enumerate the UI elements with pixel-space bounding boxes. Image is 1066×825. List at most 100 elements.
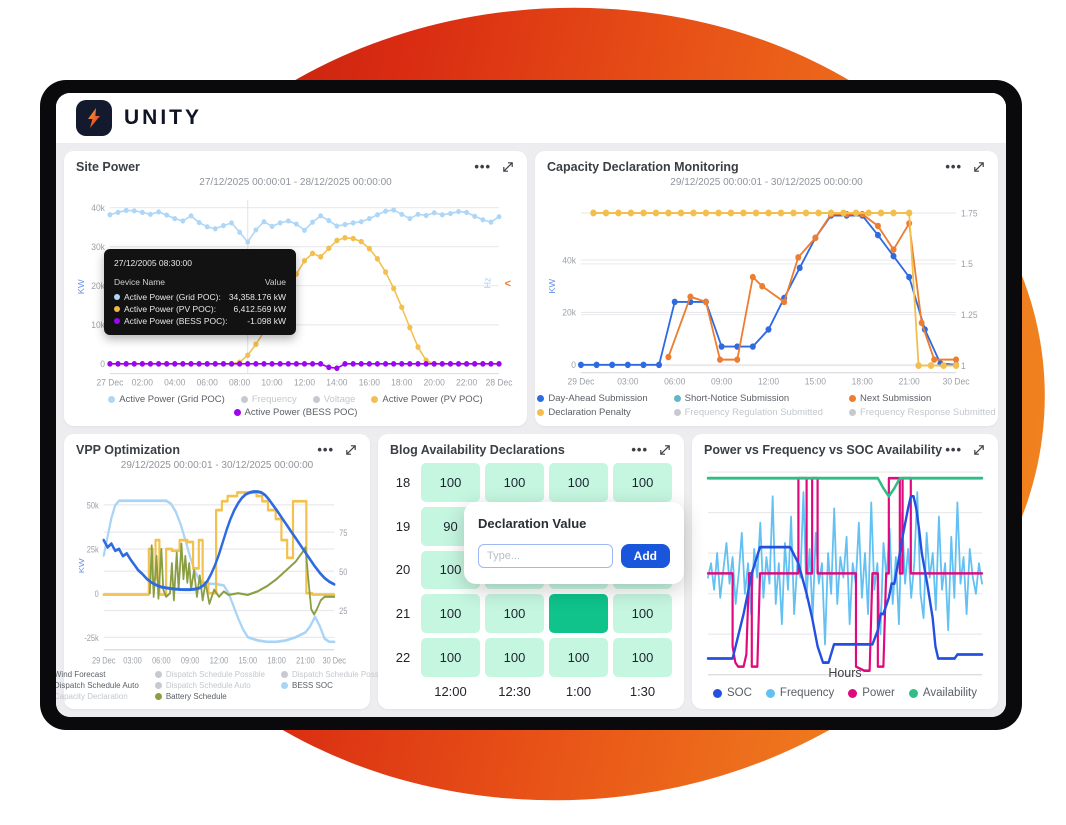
legend-item[interactable]: Active Power (Grid POC) — [108, 394, 225, 405]
panel-menu-icon[interactable]: ••• — [631, 442, 648, 457]
legend-label: Short-Notice Submission — [684, 393, 790, 404]
date-range: 29/12/2025 00:00:01 - 30/12/2025 00:00:0… — [120, 460, 314, 471]
svg-text:09:00: 09:00 — [711, 376, 732, 386]
legend-item[interactable]: Dispatch Schedule Auto — [56, 681, 139, 690]
legend-label: Declaration Penalty — [548, 407, 631, 418]
svg-text:30 Dec: 30 Dec — [943, 376, 970, 386]
declaration-value-input[interactable] — [478, 544, 613, 568]
add-button[interactable]: Add — [620, 544, 670, 568]
panel-menu-icon[interactable]: ••• — [474, 159, 491, 174]
row-label: 18 — [395, 474, 411, 490]
svg-text:50k: 50k — [87, 500, 100, 511]
legend-item[interactable]: Active Power (BESS POC) — [233, 407, 357, 418]
legend-item[interactable]: Wind Forecast — [56, 670, 139, 679]
panel-menu-icon[interactable]: ••• — [945, 442, 962, 457]
declaration-cell[interactable]: 100 — [485, 638, 544, 677]
legend-label: Battery Schedule — [165, 692, 227, 701]
table-corner — [390, 682, 416, 702]
legend-item[interactable]: Battery Schedule — [154, 692, 265, 701]
svg-text:12:00: 12:00 — [210, 654, 229, 665]
panel-capacity-monitoring: Capacity Declaration Monitoring ••• 29/1… — [535, 151, 998, 426]
legend-marker-icon — [280, 671, 288, 678]
legend-item[interactable]: Voltage — [312, 394, 356, 405]
declaration-cell[interactable]: 100 — [549, 638, 608, 677]
legend-item[interactable]: BESS SOC — [280, 681, 391, 690]
legend-marker-icon — [280, 682, 288, 689]
panel-site-power: Site Power ••• 27/12/2025 00:00:01 - 28/… — [64, 151, 527, 426]
legend-item[interactable]: Frequency Regulation Submitted — [673, 407, 823, 418]
declaration-cell[interactable]: 100 — [549, 463, 608, 502]
svg-text:1: 1 — [961, 361, 966, 371]
legend-item[interactable]: Dispatch Schedule Possible — [154, 670, 265, 679]
svg-text:20k: 20k — [562, 307, 576, 317]
legend-item[interactable]: Active Power (PV POC) — [371, 394, 483, 405]
row-label: 22 — [395, 650, 411, 666]
svg-text:03:00: 03:00 — [617, 376, 638, 386]
svg-text:0: 0 — [571, 360, 576, 370]
series-dot-icon — [114, 306, 120, 312]
legend-item[interactable]: SOC — [713, 687, 752, 699]
svg-text:1.25: 1.25 — [961, 310, 978, 320]
panel-menu-icon[interactable]: ••• — [317, 442, 334, 457]
tooltip-timestamp: 27/12/2005 08:30:00 — [114, 258, 192, 268]
svg-text:04:00: 04:00 — [164, 377, 185, 387]
legend-item[interactable]: Dispatch Schedule Auto — [154, 681, 265, 690]
legend-marker-icon — [848, 395, 856, 402]
declaration-cell[interactable]: 100 — [613, 638, 672, 677]
legend-marker-icon — [154, 693, 162, 700]
declaration-cell[interactable] — [549, 594, 608, 634]
pfs-chart[interactable] — [704, 457, 986, 684]
svg-text:10:00: 10:00 — [261, 377, 282, 387]
svg-text:14:00: 14:00 — [326, 377, 347, 387]
legend-item[interactable]: Dispatch Schedule Possible — [280, 670, 391, 679]
legend-item[interactable]: Capacity Declaration — [56, 692, 139, 701]
expand-icon[interactable] — [501, 160, 515, 174]
declaration-cell[interactable]: 100 — [613, 463, 672, 502]
legend-item[interactable]: Availability — [908, 687, 977, 699]
legend-item[interactable]: Frequency — [765, 687, 834, 699]
expand-icon[interactable] — [344, 443, 358, 457]
tooltip-value: -1.098 kW — [247, 316, 286, 326]
panel-menu-icon[interactable]: ••• — [945, 159, 962, 174]
expand-icon[interactable] — [972, 443, 986, 457]
capacity-chart[interactable]: 0 20k 40k 1 1.25 1.5 1.75 29 Dec 03:00 06:00 09:00… — [547, 189, 986, 390]
legend-item[interactable]: Declaration Penalty — [537, 407, 647, 418]
tooltip-device-name: Active Power (BESS POC): — [124, 316, 228, 326]
svg-text:KW: KW — [547, 278, 557, 293]
legend-item[interactable]: Power — [848, 687, 895, 699]
tooltip-device-name: Active Power (PV POC): — [124, 304, 217, 314]
panel-title: Site Power — [76, 160, 140, 174]
legend-item[interactable]: Day-Ahead Submission — [537, 393, 648, 404]
expand-icon[interactable] — [658, 443, 672, 457]
svg-text:06:00: 06:00 — [197, 377, 218, 387]
legend-marker-icon — [537, 395, 545, 402]
declaration-cell[interactable]: 100 — [485, 594, 544, 634]
declaration-cell[interactable]: 100 — [421, 594, 480, 634]
column-time-label: 12:30 — [498, 684, 531, 700]
legend-item[interactable]: Frequency Response Submitted — [848, 407, 996, 418]
panel-availability-declarations: Blog Availability Declarations ••• 18 100… — [378, 434, 684, 709]
legend-label: Voltage — [323, 394, 356, 405]
legend-item[interactable]: Next Submission — [848, 393, 996, 404]
declaration-cell[interactable]: 100 — [421, 638, 480, 677]
declaration-cell[interactable]: 100 — [421, 463, 480, 502]
tooltip-value: 6,412.569 kW — [233, 304, 286, 314]
date-range: 27/12/2025 00:00:01 - 28/12/2025 00:00:0… — [199, 177, 392, 188]
svg-text:29 Dec: 29 Dec — [567, 376, 594, 386]
svg-text:30 Dec: 30 Dec — [323, 654, 346, 665]
svg-text:0: 0 — [100, 359, 105, 369]
column-time-label: 1:00 — [565, 684, 592, 700]
svg-text:25k: 25k — [87, 544, 100, 555]
legend-item[interactable]: Short-Notice Submission — [673, 393, 823, 404]
declaration-cell[interactable]: 100 — [485, 463, 544, 502]
vpp-chart[interactable]: -25k 0 25k 50k 25 50 75 29 Dec 03:00 06:00 09:00 12… — [76, 472, 358, 667]
legend-label: Dispatch Schedule Auto — [165, 681, 251, 690]
declaration-cell[interactable]: 100 — [613, 594, 672, 634]
svg-text:0: 0 — [95, 588, 99, 599]
expand-icon[interactable] — [972, 160, 986, 174]
axis-collapse-icon[interactable]: < — [504, 277, 511, 290]
chart-tooltip: 27/12/2005 08:30:00 Device Name Value Ac… — [104, 249, 296, 335]
svg-text:10k: 10k — [91, 320, 105, 330]
legend-marker-icon — [848, 688, 858, 698]
legend-item[interactable]: Frequency — [240, 394, 297, 405]
